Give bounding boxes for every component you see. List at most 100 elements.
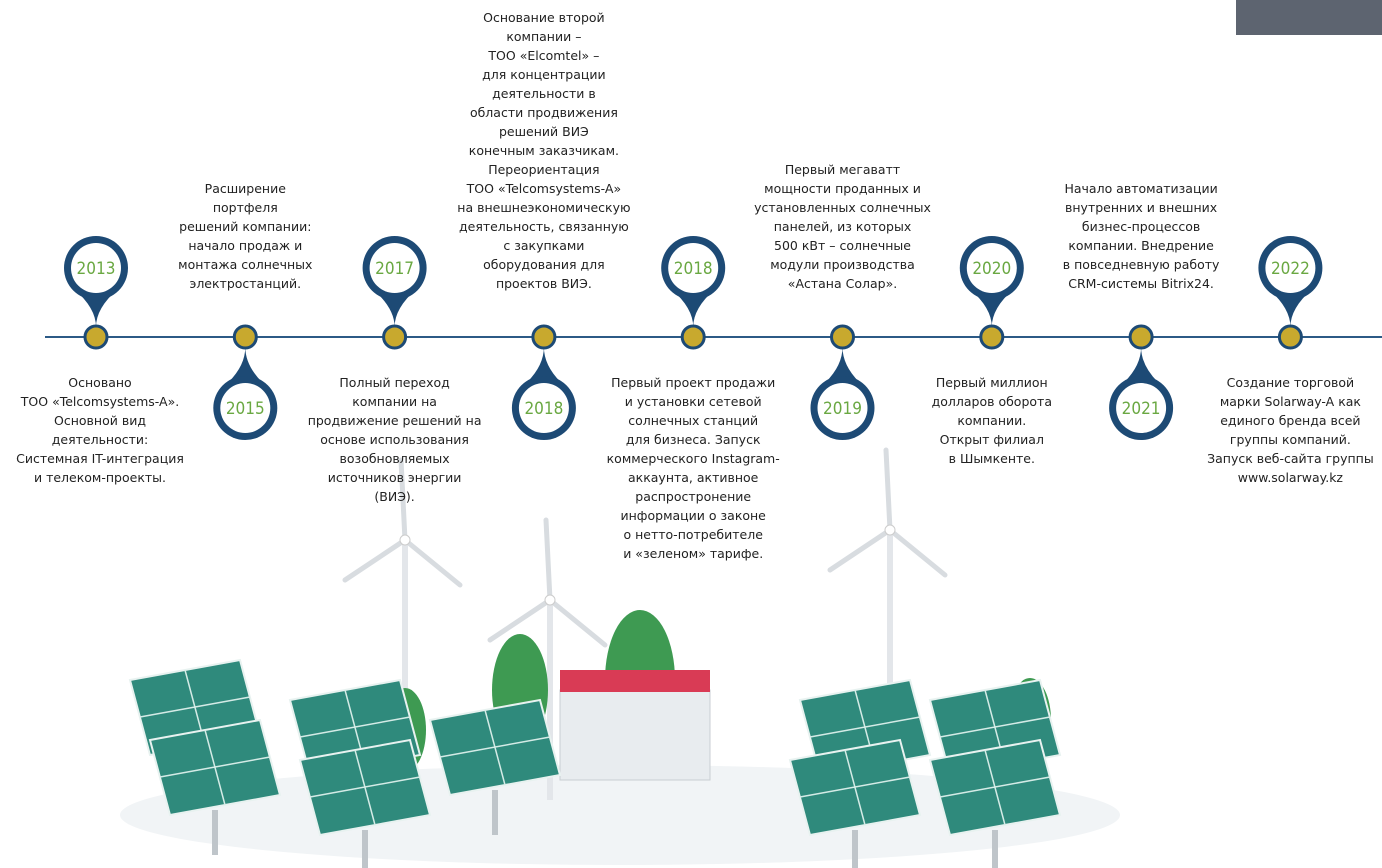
event-text-line: для концентрации <box>482 67 606 82</box>
event-text-line: компании. Внедрение <box>1068 238 1214 253</box>
event-text-line: Основано <box>68 375 131 390</box>
timeline-dot <box>830 324 855 350</box>
event-text-line: Полный переход <box>339 375 449 390</box>
pin-shape <box>74 289 118 327</box>
event-text-line: о нетто-потребителе <box>623 527 763 542</box>
event-text-line: портфеля <box>213 200 278 215</box>
event-text-line: на внешнеэкономическую <box>457 200 630 215</box>
turbine-blades <box>342 457 463 588</box>
turbine-hub <box>544 594 556 606</box>
event-text-line: долларов оборота <box>932 394 1052 409</box>
pin-shape <box>969 289 1014 327</box>
event-text-line: ТОО «Telcomsystems-A» <box>466 181 621 196</box>
event-text-line: мощности проданных и <box>764 181 921 196</box>
timeline-dot <box>83 324 109 350</box>
event-year: 2017 <box>375 259 414 279</box>
event-text-line: www.solarway.kz <box>1238 470 1344 485</box>
event-text-line: аккаунта, активное <box>628 470 759 485</box>
event-text-line: распростронение <box>635 489 751 504</box>
event-text-line: марки Solarway-A как <box>1220 394 1362 409</box>
pin-inner <box>71 243 121 293</box>
event-text-line: компании. <box>957 413 1026 428</box>
event-text-line: установленных солнечных <box>754 200 931 215</box>
pin-inner <box>220 383 271 433</box>
event-text-line: и телеком-проекты. <box>34 470 166 485</box>
timeline-dot <box>531 324 557 350</box>
panel-grid <box>159 729 271 806</box>
panel-grid <box>799 749 911 826</box>
event-text-line: (ВИЭ). <box>374 489 414 504</box>
event-text-line: электростанций. <box>189 276 301 291</box>
event-text-line: начало продаж и <box>188 238 302 253</box>
panel-post <box>212 810 218 855</box>
pin-shape <box>1268 289 1313 327</box>
event-text-line: Создание торговой <box>1227 375 1355 390</box>
event-text-line: в повседневную работу <box>1063 257 1220 272</box>
panel-grid <box>439 709 551 786</box>
event-text-line: компании на <box>352 394 437 409</box>
turbine-tower <box>547 600 553 800</box>
pin-shape <box>223 347 268 387</box>
event-text-line: для бизнеса. Запуск <box>626 432 761 447</box>
panel-grid <box>309 749 421 826</box>
event-year: 2021 <box>1122 399 1161 419</box>
panel-grid <box>939 749 1051 826</box>
pin-shape <box>372 289 417 327</box>
event-text-line: внутренних и внешних <box>1065 200 1217 215</box>
illustration <box>128 447 1062 868</box>
pin-inner <box>1116 383 1167 433</box>
turbine-tower <box>887 530 893 800</box>
event-text-line: продвижение решений на <box>308 413 482 428</box>
event-text-line: солнечных станций <box>628 413 758 428</box>
photo-crop <box>1236 0 1382 35</box>
pin-inner <box>518 383 569 433</box>
pin-inner <box>1265 243 1316 293</box>
event-text-line: 500 кВт – солнечные <box>774 238 911 253</box>
panel-post <box>992 830 998 868</box>
event-text-line: деятельности: <box>52 432 149 447</box>
event-text-line: Открыт филиал <box>940 432 1044 447</box>
event-text-line: Первый мегаватт <box>785 162 900 177</box>
event-text-line: решений компании: <box>179 219 311 234</box>
event-text-line: Основной вид <box>54 413 146 428</box>
event-text-line: в Шымкенте. <box>949 451 1035 466</box>
event-text-line: с закупками <box>503 238 584 253</box>
event-text-line: единого бренда всей <box>1220 413 1360 428</box>
event-text-line: CRM-системы Bitrix24. <box>1068 276 1214 291</box>
pin-inner <box>817 383 868 433</box>
timeline-dot <box>979 324 1005 350</box>
event-text-line: Первый миллион <box>936 375 1048 390</box>
event-year: 2018 <box>524 399 563 419</box>
panel-post <box>362 830 368 868</box>
event-text-line: модули производства <box>770 257 915 272</box>
pin-shape <box>1119 347 1164 387</box>
event-text-line: и «зеленом» тарифе. <box>623 546 763 561</box>
events: 2013 Основано ТОО «Telcomsystems-A». Основн… <box>16 10 1374 561</box>
pin-inner <box>668 243 719 293</box>
panel-post <box>492 790 498 835</box>
event-text-line: коммерческого Instagram- <box>607 451 780 466</box>
battery-roof <box>560 670 710 692</box>
event-text-line: ТОО «Telcomsystems-A». <box>20 394 179 409</box>
panel-post <box>852 830 858 868</box>
battery-station <box>559 689 711 781</box>
pin-shape <box>820 347 865 387</box>
event-text-line: решений ВИЭ <box>499 124 589 139</box>
event-text-line: монтажа солнечных <box>178 257 312 272</box>
event-text-line: панелей, из которых <box>774 219 912 234</box>
event-text-line: Переориентация <box>488 162 599 177</box>
event-year: 2013 <box>77 259 116 279</box>
event-text-line: деятельность, связанную <box>459 219 629 234</box>
event-text-line: и установки сетевой <box>625 394 762 409</box>
pin-inner <box>966 243 1017 293</box>
event-year: 2019 <box>823 399 862 419</box>
timeline-dot <box>382 324 408 350</box>
event-text-line: оборудования для <box>483 257 605 272</box>
event-year: 2015 <box>226 399 265 419</box>
event-text-line: информации о законе <box>621 508 767 523</box>
event-year: 2022 <box>1271 259 1310 279</box>
event-year: 2020 <box>972 259 1011 279</box>
event-text-line: Запуск веб-сайта группы <box>1207 451 1374 466</box>
timeline-dot <box>680 324 706 350</box>
event-text-line: конечным заказчикам. <box>469 143 619 158</box>
